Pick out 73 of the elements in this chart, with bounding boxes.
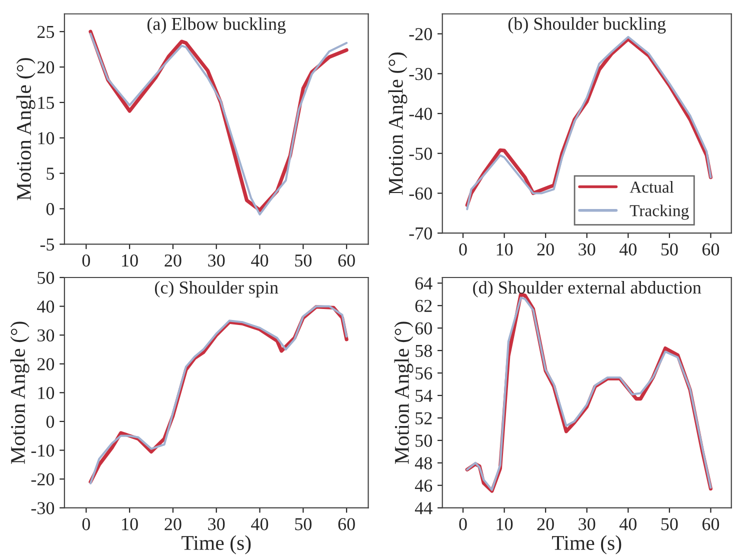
y-tick-label: -30 <box>31 502 54 514</box>
x-tick-label: 40 <box>619 518 636 530</box>
y-axis-title: Motion Angle (°) <box>16 58 36 200</box>
y-tick-label: 5 <box>46 168 54 180</box>
y-tick-label: 44 <box>414 502 432 514</box>
y-tick-label: -20 <box>409 28 432 40</box>
x-tick-label: 0 <box>459 243 467 256</box>
y-tick-label: -70 <box>409 227 432 240</box>
x-tick-label: 60 <box>702 518 720 530</box>
x-axis-title: Time (s) <box>182 535 251 554</box>
y-tick-label: 64 <box>415 277 432 290</box>
legend-label: Actual <box>630 181 674 193</box>
y-tick-label: 50 <box>416 434 432 447</box>
y-tick-label: 46 <box>414 480 432 492</box>
y-tick-label: 0 <box>46 416 54 428</box>
x-tick-label: 20 <box>164 254 182 267</box>
y-tick-label: 40 <box>37 300 54 313</box>
y-tick-label: 54 <box>416 390 432 402</box>
y-axis-title: Motion Angle (°) <box>388 52 408 195</box>
y-tick-label: 52 <box>416 412 432 424</box>
x-tick-label: 0 <box>82 518 90 530</box>
y-axis-title: Motion Angle (°) <box>394 322 414 464</box>
legend-label: Tracking <box>630 204 689 220</box>
y-tick-label: 58 <box>416 344 432 357</box>
y-tick-label: -10 <box>31 444 54 457</box>
x-tick-label: 10 <box>122 518 138 530</box>
y-tick-label: 56 <box>416 367 432 380</box>
x-tick-label: 30 <box>578 243 596 256</box>
chart-title: (c) Shoulder spin <box>154 280 278 298</box>
y-tick-label: 50 <box>38 272 54 284</box>
x-tick-label: 30 <box>208 518 225 530</box>
x-tick-label: 30 <box>578 518 596 530</box>
y-tick-label: 25 <box>37 26 54 38</box>
x-axis-title: Time (s) <box>552 535 622 554</box>
x-tick-label: 60 <box>338 254 355 267</box>
x-tick-label: 50 <box>295 254 312 267</box>
y-tick-label: 10 <box>38 132 54 144</box>
x-tick-label: 50 <box>661 518 678 530</box>
chart-title: (d) Shoulder external abduction <box>473 280 702 298</box>
x-tick-label: 60 <box>702 243 720 256</box>
x-tick-label: 10 <box>496 243 513 256</box>
x-tick-label: 50 <box>661 243 678 256</box>
x-tick-label: 40 <box>251 518 268 530</box>
y-tick-label: 20 <box>37 358 54 370</box>
y-tick-label: 0 <box>46 203 54 216</box>
y-tick-label: 48 <box>414 457 432 470</box>
x-tick-label: 0 <box>459 518 467 530</box>
y-tick-label: -5 <box>40 238 54 251</box>
y-axis-title: Motion Angle (°) <box>10 322 30 464</box>
x-tick-label: 20 <box>537 518 554 530</box>
y-tick-label: 60 <box>415 322 432 334</box>
y-tick-label: 15 <box>38 96 54 109</box>
y-tick-label: 10 <box>38 386 54 400</box>
y-tick-label: 20 <box>37 61 54 74</box>
y-tick-label: 30 <box>38 329 54 342</box>
y-tick-label: -50 <box>409 148 432 160</box>
y-tick-label: -40 <box>409 108 432 120</box>
x-tick-label: 50 <box>295 518 312 530</box>
x-tick-label: 40 <box>251 254 268 267</box>
x-tick-label: 20 <box>164 518 182 530</box>
x-tick-label: 60 <box>338 518 355 530</box>
y-tick-label: -60 <box>409 188 432 200</box>
y-tick-label: 62 <box>415 300 432 312</box>
x-tick-label: 0 <box>82 254 90 267</box>
y-tick-label: -20 <box>31 473 54 486</box>
x-tick-label: 40 <box>619 243 636 256</box>
x-tick-label: 30 <box>208 254 225 267</box>
chart-title: (a) Elbow buckling <box>147 17 286 34</box>
chart-title: (b) Shoulder buckling <box>508 17 666 34</box>
x-tick-label: 10 <box>122 254 138 267</box>
y-tick-label: -30 <box>409 68 432 80</box>
x-tick-label: 10 <box>496 518 513 530</box>
x-tick-label: 20 <box>537 243 554 256</box>
